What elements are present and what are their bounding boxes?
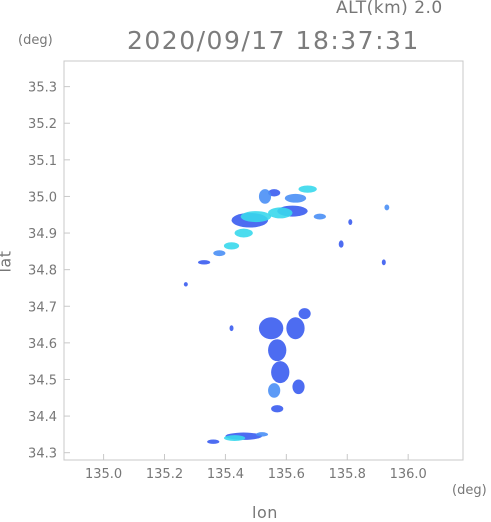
echo-cell-mid	[313, 213, 326, 220]
echo-cell-low	[268, 189, 281, 197]
x-tick-label: 135.0	[85, 467, 122, 482]
echo-cell-high	[223, 242, 240, 250]
x-axis-unit: (deg)	[452, 483, 487, 498]
y-tick-label: 34.3	[28, 447, 57, 462]
echo-cell-low	[207, 439, 220, 444]
plot-frame	[63, 60, 464, 461]
echo-cell-high	[240, 211, 272, 223]
y-tick-label: 35.0	[28, 190, 57, 205]
y-tick-label: 34.4	[28, 410, 57, 425]
x-tick-label: 136.0	[390, 467, 427, 482]
echo-cell-low	[338, 240, 344, 248]
echo-cell-mid	[384, 204, 390, 211]
y-axis-unit: (deg)	[18, 33, 53, 48]
echo-cell-low	[271, 405, 284, 413]
echo-cell-low	[258, 317, 284, 340]
echo-cell-low	[271, 361, 290, 384]
echo-cell-low	[348, 219, 353, 225]
y-tick-label: 35.1	[28, 154, 57, 169]
chart-title-datetime: 2020/09/17 18:37:31	[127, 26, 420, 55]
echo-cell-low	[198, 260, 211, 265]
echo-cell-high	[223, 435, 246, 441]
y-tick-label: 34.6	[28, 337, 57, 352]
y-tick-label: 34.9	[28, 227, 57, 242]
x-tick-label: 135.2	[146, 467, 183, 482]
echo-cell-low	[268, 339, 287, 362]
y-tick-label: 35.2	[28, 117, 57, 132]
y-tick-label: 35.3	[28, 81, 57, 96]
echo-cell-low	[286, 317, 305, 340]
y-tick-label: 34.8	[28, 264, 57, 279]
x-tick-label: 135.8	[329, 467, 366, 482]
echo-cell-low	[292, 379, 305, 395]
echo-cell-high	[298, 185, 317, 193]
x-axis-label: lon	[252, 503, 278, 522]
echo-cell-mid	[258, 189, 272, 204]
echo-cell-low	[183, 282, 188, 287]
echo-cell-mid	[268, 383, 281, 398]
y-tick-label: 34.5	[28, 373, 57, 388]
echo-cell-mid	[213, 250, 226, 257]
y-tick-label: 34.7	[28, 300, 57, 315]
echo-cell-high	[234, 228, 253, 238]
echo-cell-low	[381, 259, 386, 266]
echo-cell-high	[268, 207, 293, 219]
x-tick-label: 135.4	[207, 467, 244, 482]
tick-layer: 135.0 135.2 135.4 135.6 135.8 136.0 34.3 34.4 34…	[28, 81, 427, 482]
altitude-label: ALT(km) 2.0	[336, 0, 443, 18]
echo-cell-low	[229, 325, 234, 332]
echo-cell-mid	[284, 193, 307, 203]
x-tick-label: 135.6	[268, 467, 305, 482]
echo-cell-low	[298, 308, 311, 320]
echo-layer	[183, 185, 390, 444]
echo-cell-mid	[255, 432, 269, 437]
